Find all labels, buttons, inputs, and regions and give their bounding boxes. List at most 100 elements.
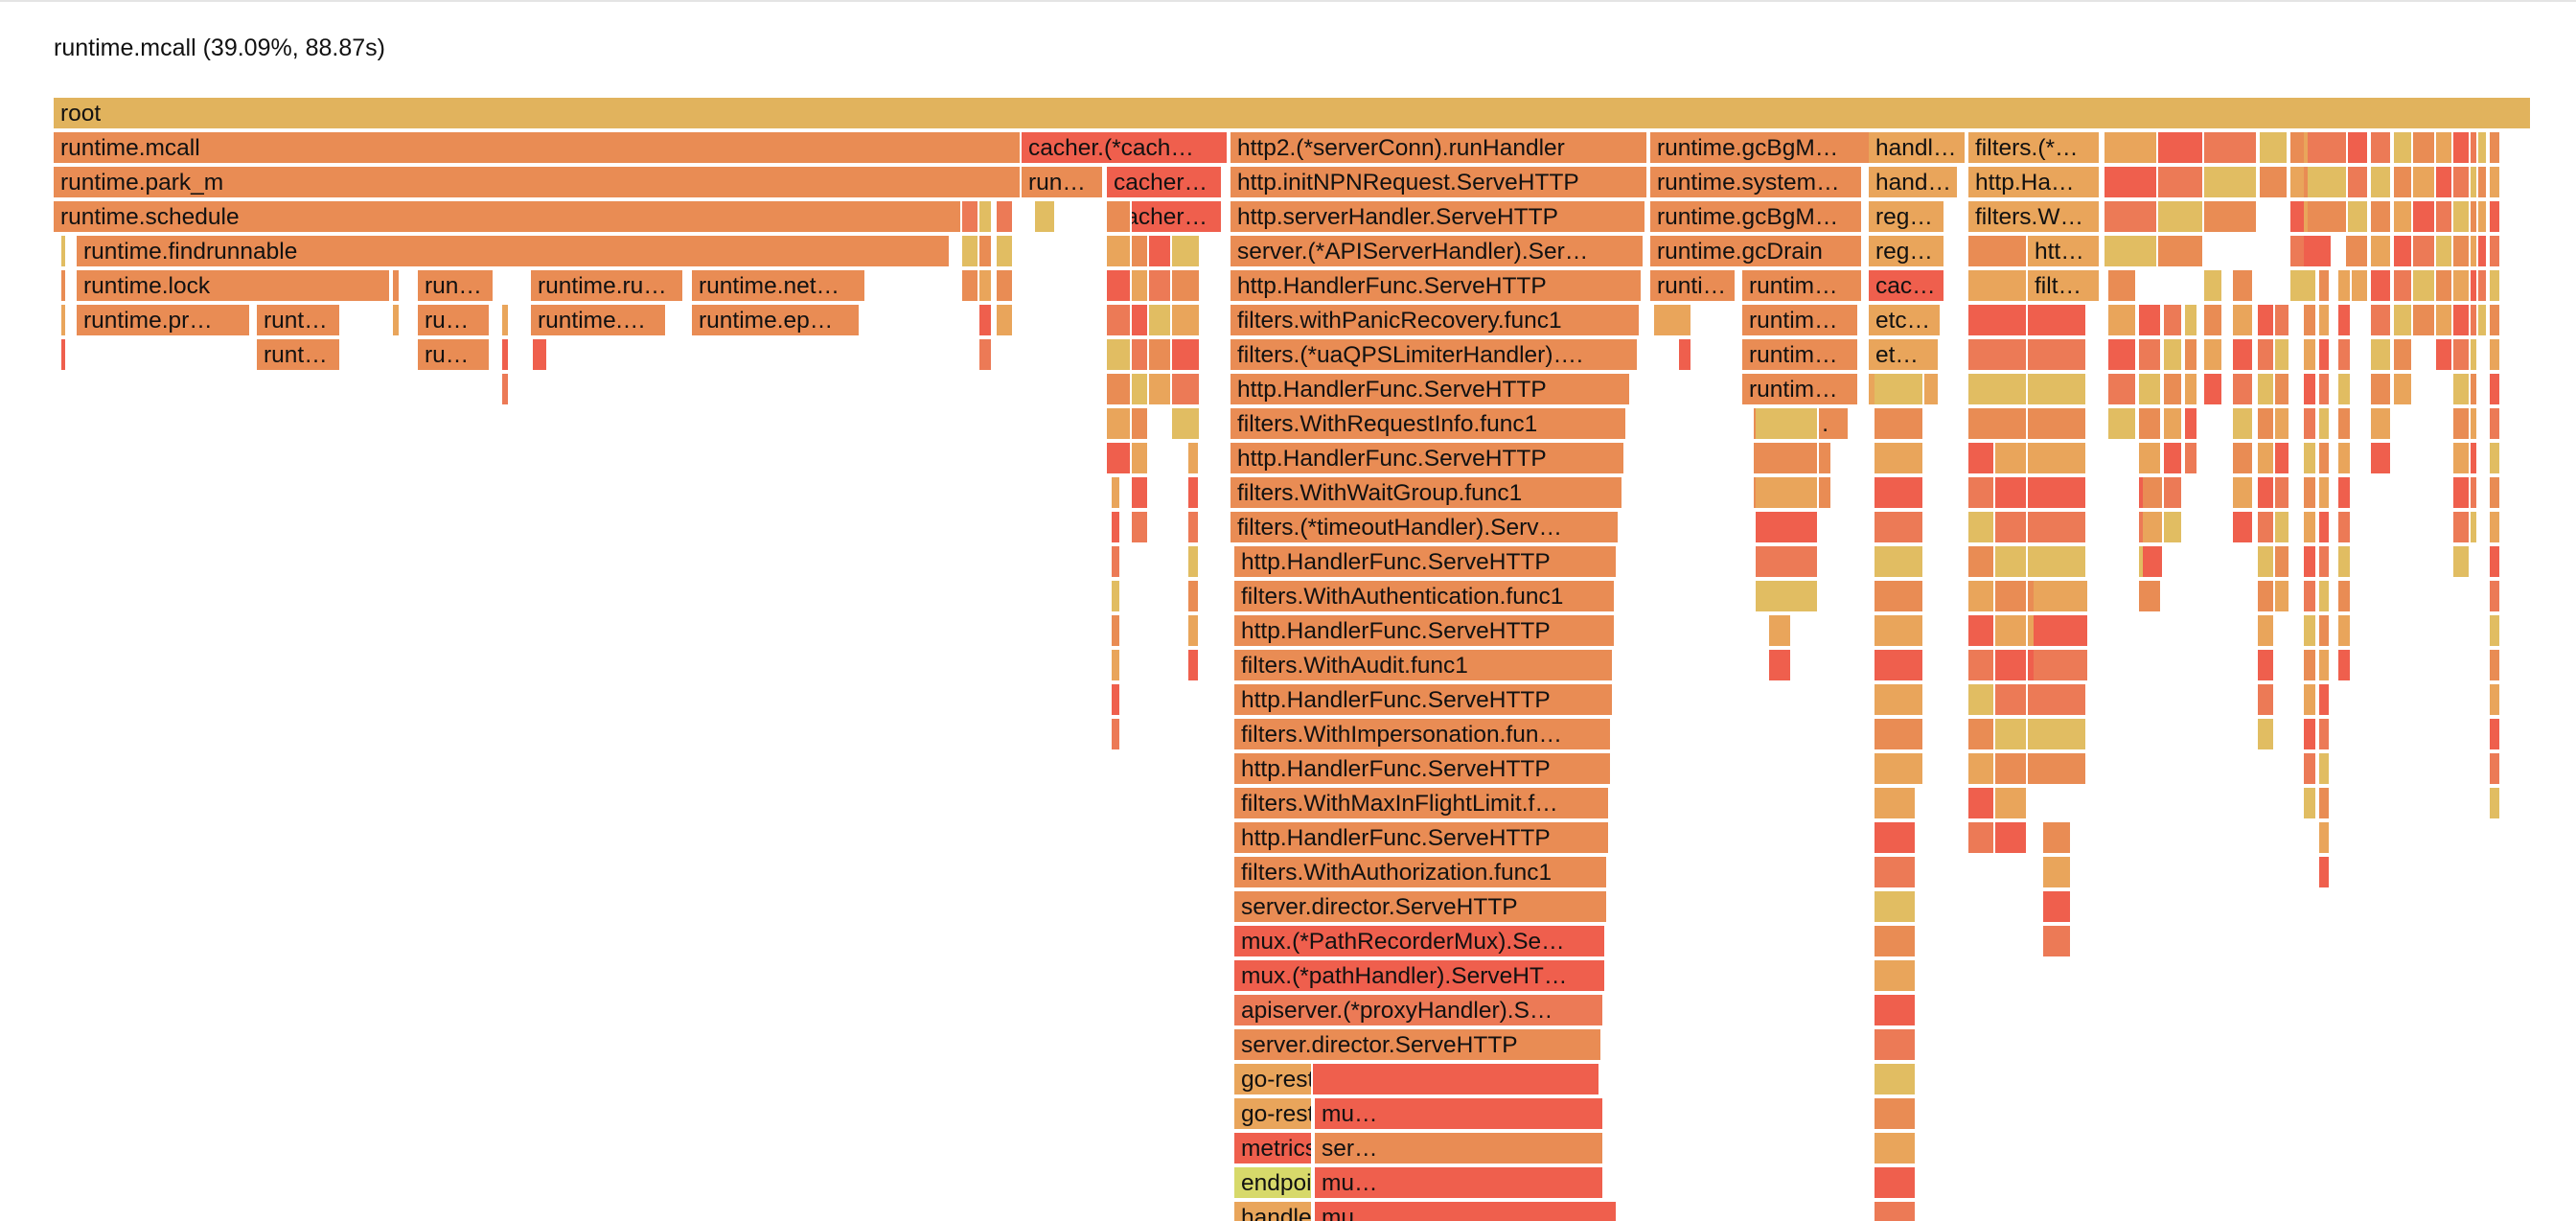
- flame-frame[interactable]: [2028, 305, 2087, 337]
- flame-frame[interactable]: [2139, 581, 2162, 613]
- flame-frame[interactable]: mux.(*PathRecorderMux).Se…: [1234, 926, 1606, 958]
- flame-frame[interactable]: mu…: [1315, 1167, 1604, 1200]
- flame-frame[interactable]: [2258, 374, 2275, 406]
- flame-frame[interactable]: [1172, 339, 1201, 372]
- flame-frame[interactable]: [1874, 960, 1917, 993]
- flame-frame[interactable]: reg…: [1869, 236, 1945, 268]
- flame-frame[interactable]: [61, 236, 67, 268]
- flame-frame[interactable]: [2453, 339, 2471, 372]
- flame-frame[interactable]: [2034, 581, 2089, 613]
- flame-frame[interactable]: [2043, 857, 2072, 889]
- flame-frame[interactable]: [2371, 201, 2392, 234]
- flame-frame[interactable]: [2453, 374, 2471, 406]
- flame-frame[interactable]: http.initNPNRequest.ServeHTTP: [1230, 167, 1648, 199]
- flame-frame[interactable]: [2104, 132, 2158, 165]
- flame-frame[interactable]: filters.WithAudit.func1: [1234, 650, 1614, 682]
- flame-frame[interactable]: [2275, 512, 2290, 544]
- flame-frame[interactable]: [533, 339, 548, 372]
- flame-frame[interactable]: [2471, 374, 2478, 406]
- flame-frame[interactable]: [1132, 339, 1149, 372]
- flame-frame[interactable]: [1968, 512, 1995, 544]
- flame-frame[interactable]: metrics.InstrumentRo…: [1234, 1133, 1313, 1165]
- flame-frame[interactable]: [2108, 339, 2137, 372]
- flame-frame[interactable]: [2028, 374, 2087, 406]
- flame-frame[interactable]: [1874, 615, 1924, 648]
- flame-frame[interactable]: [2371, 305, 2392, 337]
- flame-frame[interactable]: [2338, 581, 2352, 613]
- flame-frame[interactable]: [1132, 408, 1149, 441]
- flame-frame[interactable]: [2319, 684, 2331, 717]
- flame-frame[interactable]: [1874, 753, 1924, 786]
- flame-frame[interactable]: [962, 270, 979, 303]
- flame-frame[interactable]: [2104, 167, 2158, 199]
- flame-frame[interactable]: [1107, 201, 1132, 234]
- flame-frame[interactable]: htt…: [2028, 236, 2101, 268]
- flame-frame[interactable]: [2338, 305, 2352, 337]
- flame-frame[interactable]: [2028, 408, 2087, 441]
- flame-frame[interactable]: [2204, 305, 2223, 337]
- flame-frame[interactable]: [1172, 236, 1201, 268]
- flame-frame[interactable]: [2478, 201, 2488, 234]
- flame-frame[interactable]: [1132, 512, 1149, 544]
- flame-frame[interactable]: [2413, 270, 2436, 303]
- flame-frame[interactable]: [2319, 788, 2331, 820]
- flame-frame[interactable]: [2308, 132, 2348, 165]
- flame-frame[interactable]: [502, 305, 510, 337]
- flame-frame[interactable]: [2260, 132, 2288, 165]
- flame-frame[interactable]: [2478, 236, 2488, 268]
- flame-frame[interactable]: [2471, 201, 2478, 234]
- flame-frame[interactable]: [1149, 339, 1172, 372]
- flame-frame[interactable]: [2490, 443, 2501, 475]
- flame-frame[interactable]: [2043, 822, 2072, 855]
- flame-frame[interactable]: [2158, 201, 2204, 234]
- flame-frame[interactable]: [2394, 236, 2413, 268]
- flame-frame[interactable]: [2319, 339, 2331, 372]
- flame-frame[interactable]: [393, 270, 401, 303]
- flame-frame[interactable]: [2319, 650, 2331, 682]
- flame-frame[interactable]: [1756, 408, 1819, 441]
- flame-frame[interactable]: [1132, 443, 1149, 475]
- flame-frame[interactable]: [2233, 477, 2254, 510]
- flame-frame[interactable]: [61, 305, 67, 337]
- flame-frame[interactable]: [2258, 581, 2275, 613]
- flame-frame[interactable]: [61, 339, 67, 372]
- flame-frame[interactable]: apiserver.(*proxyHandler).S…: [1234, 995, 1604, 1027]
- flame-frame[interactable]: [2346, 132, 2369, 165]
- flame-frame[interactable]: [1769, 615, 1792, 648]
- flame-frame[interactable]: [1968, 650, 1995, 682]
- flame-frame[interactable]: [2258, 512, 2275, 544]
- flame-frame[interactable]: [2346, 167, 2369, 199]
- flame-frame[interactable]: [2028, 443, 2087, 475]
- flame-frame[interactable]: cac…: [1869, 270, 1945, 303]
- flame-frame[interactable]: [2453, 201, 2471, 234]
- flame-frame[interactable]: [2371, 408, 2392, 441]
- flame-frame[interactable]: [2453, 167, 2471, 199]
- flame-frame[interactable]: [2436, 201, 2453, 234]
- flame-frame[interactable]: [2453, 512, 2471, 544]
- flame-frame[interactable]: [1874, 443, 1924, 475]
- flame-frame[interactable]: [1968, 408, 2028, 441]
- flame-frame[interactable]: [2185, 339, 2198, 372]
- flame-frame[interactable]: cacher…: [1107, 167, 1223, 199]
- flame-frame[interactable]: [1132, 477, 1149, 510]
- flame-frame[interactable]: [2275, 477, 2290, 510]
- flame-frame[interactable]: [1107, 305, 1132, 337]
- flame-frame[interactable]: [2436, 236, 2453, 268]
- flame-frame[interactable]: [2260, 167, 2288, 199]
- flame-frame[interactable]: [1112, 512, 1121, 544]
- flame-frame[interactable]: [1112, 650, 1121, 682]
- flame-frame[interactable]: [2490, 581, 2501, 613]
- flame-frame[interactable]: [2319, 857, 2331, 889]
- flame-frame[interactable]: [2490, 650, 2501, 682]
- flame-frame[interactable]: [1107, 270, 1132, 303]
- flame-frame[interactable]: [2490, 201, 2501, 234]
- flame-frame[interactable]: [2275, 408, 2290, 441]
- flame-frame[interactable]: [1149, 270, 1172, 303]
- flame-frame[interactable]: [962, 236, 979, 268]
- flame-frame[interactable]: [2319, 822, 2331, 855]
- flame-frame[interactable]: filters.W…: [1968, 201, 2101, 234]
- flame-frame[interactable]: [2304, 753, 2317, 786]
- flame-frame[interactable]: [2413, 201, 2436, 234]
- flame-frame[interactable]: [2258, 477, 2275, 510]
- flame-frame[interactable]: runti…: [1650, 270, 1736, 303]
